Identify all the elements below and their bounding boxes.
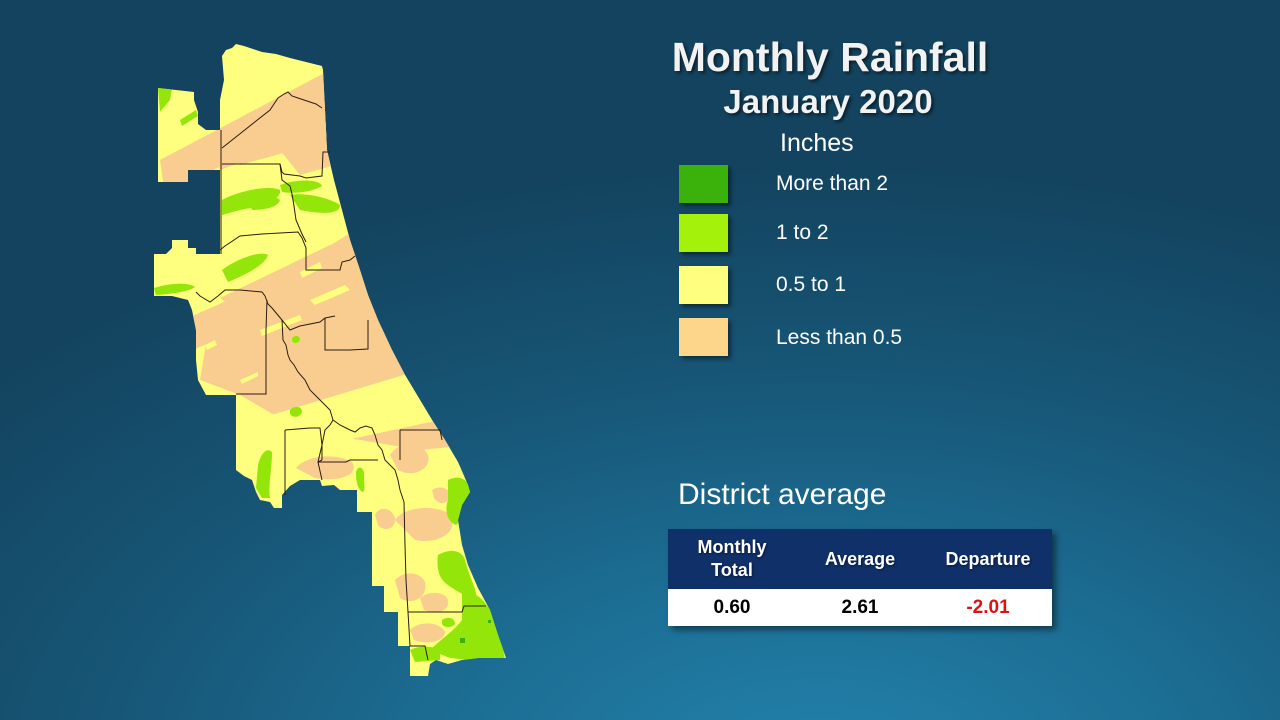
legend-label: Less than 0.5: [776, 326, 903, 349]
legend-item-less-than-half: Less than 0.5: [679, 318, 979, 356]
table-row: 0.60 2.61 -2.01: [668, 589, 1052, 626]
column-header-departure: Departure: [924, 529, 1052, 589]
legend-item-1-to-2: 1 to 2: [679, 214, 979, 252]
monthly-total-value: 0.60: [668, 589, 796, 626]
zone-more-than-two: [460, 620, 491, 643]
header-line: Total: [711, 560, 753, 580]
map-title: Monthly Rainfall: [671, 34, 989, 80]
legend-label: More than 2: [776, 172, 889, 195]
map-subtitle: January 2020: [723, 83, 933, 120]
rainfall-zones: [154, 70, 506, 662]
district-average-table: Monthly Total Average Departure 0.60 2.6…: [668, 529, 1052, 626]
legend-label: 1 to 2: [776, 221, 829, 244]
legend-item-more-than-2: More than 2: [679, 165, 979, 203]
legend-swatch: [679, 318, 728, 356]
departure-value: -2.01: [924, 589, 1052, 626]
column-header-monthly-total: Monthly Total: [668, 529, 796, 589]
column-header-average: Average: [796, 529, 924, 589]
legend-swatch: [679, 214, 728, 252]
legend-units: Inches: [780, 129, 854, 157]
header-line: Monthly: [697, 537, 767, 557]
zone-less-than-half: [160, 70, 506, 643]
average-value: 2.61: [796, 589, 924, 626]
table-header-row: Monthly Total Average Departure: [668, 529, 1052, 589]
legend-label: 0.5 to 1: [776, 273, 847, 296]
rainfall-map: [154, 44, 506, 676]
district-average-heading: District average: [678, 478, 887, 511]
legend-item-half-to-1: 0.5 to 1: [679, 266, 979, 304]
county-boundaries: [195, 91, 486, 661]
legend-swatch: [679, 266, 728, 304]
legend-swatch: [679, 165, 728, 203]
